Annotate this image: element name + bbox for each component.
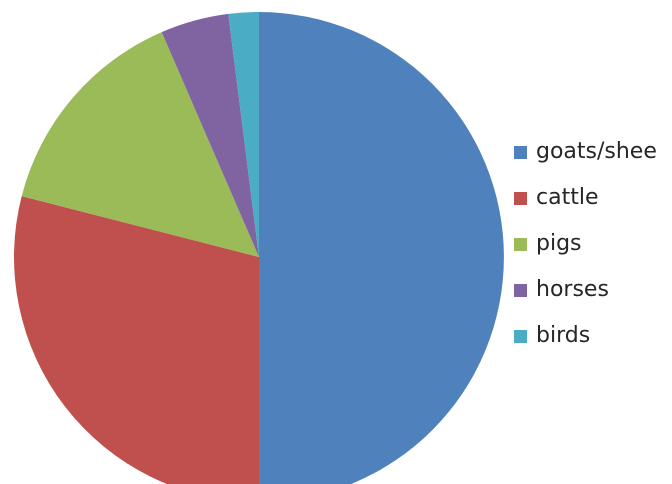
pie-slice-horses [161,13,259,258]
legend-label-horses: horses [536,277,609,302]
legend-swatch-horses [514,284,527,297]
legend-swatch-pigs [514,238,527,251]
legend-swatch-birds [514,330,527,343]
legend-swatch-goats-sheep [514,146,527,159]
legend-swatch-cattle [514,192,527,205]
legend-label-pigs: pigs [536,231,582,256]
pie-slice-pigs [21,32,260,258]
pie-slice-goats-sheep [259,12,504,484]
legend-label-goats-sheep: goats/shee [536,139,657,164]
pie-slice-cattle [14,196,259,484]
pie-slice-birds [228,11,259,257]
legend-label-cattle: cattle [536,185,599,210]
legend-label-birds: birds [536,323,591,348]
